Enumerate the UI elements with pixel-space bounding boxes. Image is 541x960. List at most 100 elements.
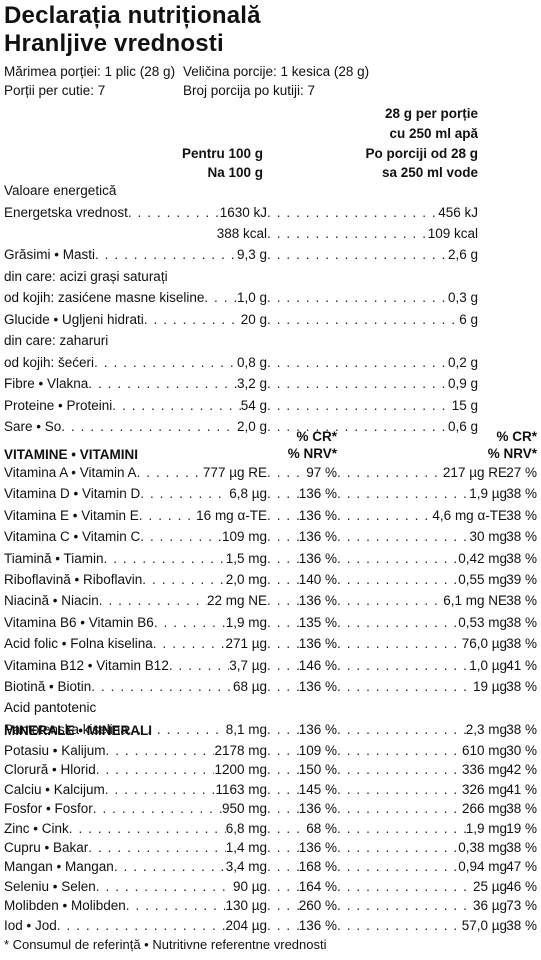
vitamin-row: Vitamina B12 • Vitamin B12 3,7 µg 146 % 1,0…: [4, 655, 537, 676]
value-per-100g: 2178 mg: [214, 743, 267, 758]
footnote: * Consumul de referință • Nutritivne ref…: [4, 937, 327, 952]
macro-row: Grăsimi • Masti 9,3 g 2,6 g: [4, 244, 537, 265]
pct-per-100g: 146 %: [298, 657, 337, 673]
nutrient-name: Sare • So: [4, 419, 62, 434]
value-per-100g: 3,2 g: [236, 376, 267, 391]
value-per-serving: 36 µg: [472, 898, 507, 914]
title-serbian: Hranljive vrednosti: [4, 30, 224, 57]
value-per-serving: 336 mg: [461, 762, 507, 778]
value-per-serving: 19 µg: [472, 679, 507, 694]
title-romanian: Declarația nutrițională: [4, 2, 261, 29]
value-per-100g: 0,8 g: [236, 354, 267, 370]
pct-per-100g: 136 %: [298, 636, 337, 652]
pct-per-serving: 41 %: [506, 657, 537, 673]
vitamin-row: Vitamina E • Vitamin E 16 mg α-TE 136 % 4,6…: [4, 505, 537, 526]
pct-per-100g: 150 %: [298, 762, 337, 778]
value-per-serving: 6 g: [459, 311, 478, 327]
macro-row: Sare • So 2,0 g 0,6 g: [4, 416, 537, 437]
value-per-100g: 2,0 g: [236, 419, 267, 434]
pct-per-100g: 136 %: [298, 801, 337, 817]
energy-kj-row: Energetska vrednost 1630 kJ 456 kJ: [4, 202, 537, 223]
header-serving-1: 28 g per porție: [384, 106, 478, 121]
pct-per-serving: 38 %: [506, 721, 537, 737]
pct-per-100g: 136 %: [298, 917, 337, 933]
value-per-serving: 1,9 µg: [469, 486, 507, 502]
pct-per-serving: 38 %: [506, 593, 537, 609]
vitamin-row: Vitamina D • Vitamin D 6,8 µg 136 % 1,9 µg3…: [4, 483, 537, 504]
pct-per-serving: 38 %: [506, 529, 537, 545]
value-per-serving: 0,53 mg: [458, 614, 507, 630]
value-per-serving: 0,55 mg: [458, 572, 507, 587]
value-per-100g: 54 g: [240, 397, 267, 413]
header-per100-hr: Na 100 g: [207, 165, 263, 180]
nutrient-name: Vitamina A • Vitamin A: [4, 465, 137, 480]
pct-per-serving: 30 %: [506, 743, 537, 758]
pct-per-100g: 260 %: [298, 898, 337, 914]
pct-per-100g: 136 %: [298, 550, 337, 566]
pct-per-100g: 136 %: [298, 593, 337, 609]
nutrient-name: Seleniu • Selen: [4, 878, 96, 894]
value-per-100g: 2,0 mg: [225, 572, 267, 587]
pct-per-serving: 38 %: [506, 550, 537, 566]
energy-kj-per100: 1630 kJ: [219, 205, 267, 220]
vitamin-row: Niacină • Niacin 22 mg NE 136 % 6,1 mg NE38…: [4, 590, 537, 611]
vitamins-title: VITAMINE • VITAMINI: [4, 447, 138, 462]
value-per-serving: 1,0 µg: [469, 657, 507, 673]
nutrient-name: din care: zaharuri: [4, 333, 109, 348]
nutrient-name: Proteine • Proteini: [4, 397, 113, 413]
pct-per-100g: 109 %: [298, 743, 337, 758]
nutrient-name: Pantotenska kiselina: [4, 721, 128, 737]
value-per-100g: 204 µg: [225, 917, 267, 933]
nutrient-name: Tiamină • Tiamin: [4, 550, 104, 566]
nutrient-name: din care: acizi grași saturați: [4, 268, 168, 284]
value-per-100g: 8,1 mg: [225, 721, 267, 737]
pct-per-100g: 68 %: [306, 820, 337, 836]
pct-per-serving: 38 %: [506, 801, 537, 817]
pct-per-100g: 140 %: [298, 572, 337, 587]
nutrient-name: Fosfor • Fosfor: [4, 801, 93, 817]
nutrient-name: od kojih: šećeri: [4, 354, 95, 370]
macro-row: Proteine • Proteini 54 g 15 g: [4, 395, 537, 416]
nutrient-name: Vitamina C • Vitamin C: [4, 529, 141, 545]
value-per-100g: 22 mg NE: [206, 593, 267, 609]
macro-row: od kojih: zasićene masne kiseline 1,0 g 0,…: [4, 287, 537, 308]
header-serving-4: sa 250 ml vode: [381, 165, 478, 180]
pct-per-serving: 38 %: [506, 840, 537, 855]
energy-kj-serving: 456 kJ: [438, 205, 478, 220]
value-per-serving: 6,1 mg NE: [443, 593, 507, 609]
nutrient-name: Potasiu • Kalijum: [4, 743, 106, 758]
pct-per-serving: 38 %: [506, 486, 537, 502]
pct-per-serving: 46 %: [506, 878, 537, 894]
value-per-100g: 3,7 µg: [229, 657, 267, 673]
pct-per-serving: 38 %: [506, 917, 537, 933]
value-per-100g: 1,9 mg: [225, 614, 267, 630]
pct-per-100g: 136 %: [298, 486, 337, 502]
nutrient-name: Acid folic • Folna kiselina: [4, 636, 153, 652]
macro-row: din care: acizi grași saturați: [4, 266, 537, 287]
vitamin-row: Acid folic • Folna kiselina 271 µg 136 % 76…: [4, 633, 537, 654]
value-per-100g: 9,3 g: [236, 247, 267, 262]
value-per-serving: 15 g: [451, 397, 478, 413]
value-per-serving: 266 mg: [461, 801, 507, 817]
pct-per-serving: 73 %: [506, 898, 537, 914]
nutrient-name: Vitamina B12 • Vitamin B12: [4, 657, 169, 673]
value-per-100g: 130 µg: [225, 898, 267, 914]
value-per-serving: 2,6 g: [447, 247, 478, 262]
nutrient-name: Vitamina B6 • Vitamin B6: [4, 614, 154, 630]
nutrient-name: Grăsimi • Masti: [4, 247, 95, 262]
nutrient-name: Glucide • Ugljeni hidrati: [4, 311, 144, 327]
pct-per-serving: 38 %: [506, 636, 537, 652]
vitamin-row: Acid pantotenic: [4, 697, 537, 718]
nutrient-name: Zinc • Cink: [4, 820, 69, 836]
energy-kcal-per100: 388 kcal: [216, 226, 267, 241]
vitamin-row: Riboflavină • Riboflavin 2,0 mg 140 % 0,55 …: [4, 569, 537, 590]
nutrient-name: Fibre • Vlakna: [4, 376, 89, 391]
value-per-serving: 76,0 µg: [461, 636, 507, 652]
